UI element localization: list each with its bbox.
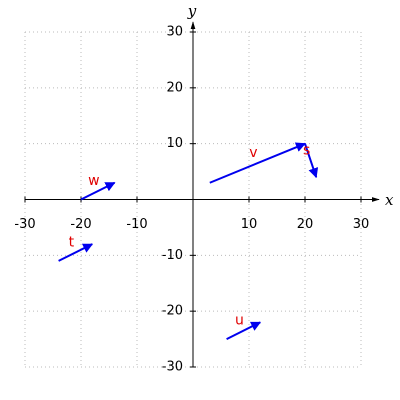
vector-arrow [304,143,319,179]
y-tick-label: 10 [166,136,183,151]
vector-arrow [226,321,262,340]
y-axis-label: y [187,2,197,20]
y-tick-label: -20 [162,304,183,319]
vector-label: v [249,145,257,161]
x-tick-label: -20 [70,217,91,232]
x-tick-label: 10 [241,217,258,232]
y-tick-label: 30 [166,25,183,40]
x-axis-label: x [385,191,394,209]
x-tick-label: 30 [353,217,370,232]
x-tick-label: -10 [126,217,147,232]
vector-label: t [69,235,75,251]
x-tick-label: 20 [297,217,314,232]
x-tick-label: -30 [14,217,35,232]
y-tick-label: -10 [162,248,183,263]
vector-label: w [88,173,99,189]
vector-arrow [80,181,116,201]
y-tick-label: 20 [166,80,183,95]
vector-arrow [58,243,94,262]
vector-arrow [209,142,306,184]
vector-label: s [303,142,310,158]
y-tick-label: -30 [162,360,183,375]
vector-label: u [235,313,244,329]
